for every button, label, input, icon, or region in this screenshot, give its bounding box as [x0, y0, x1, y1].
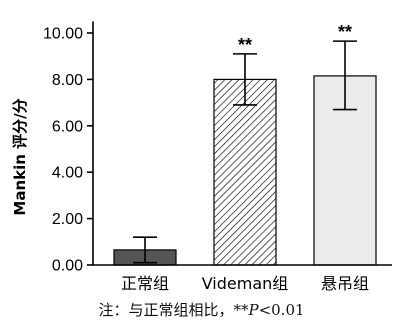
y-axis-label: Mankin 评分/分: [11, 98, 29, 215]
significance-mark: **: [338, 22, 352, 42]
y-tick-label: 0.00: [52, 258, 83, 275]
error-bars: [133, 40, 357, 264]
significance-marks: ** **: [238, 22, 352, 55]
bar-2: [213, 78, 277, 266]
y-axis-label-group: Mankin 评分/分: [11, 98, 29, 215]
x-category-label: Videman组: [202, 274, 289, 293]
bar-chart: Mankin 评分/分 0.00 2.00 4.00 6.00 8.00 10.00 **…: [11, 21, 392, 293]
x-axis-categories: 正常组 Videman组 悬吊组: [121, 274, 369, 293]
caption-p-symbol: P: [248, 301, 259, 319]
y-tick-label: 2.00: [52, 211, 83, 228]
y-tick-label: 6.00: [52, 118, 83, 135]
caption-prefix: 注：与正常组相比，**: [98, 301, 249, 319]
y-axis-ticks: 0.00 2.00 4.00 6.00 8.00 10.00: [43, 26, 93, 275]
y-tick-label: 10.00: [43, 26, 83, 43]
x-category-label: 正常组: [121, 274, 169, 293]
significance-mark: **: [238, 35, 252, 55]
caption-suffix: <0.01: [258, 301, 305, 319]
x-category-label: 悬吊组: [321, 274, 369, 293]
y-tick-label: 8.00: [52, 72, 83, 89]
y-tick-label: 4.00: [52, 165, 83, 182]
figure-caption: 注：与正常组相比，**P<0.01: [0, 299, 403, 320]
bars: [113, 75, 377, 266]
